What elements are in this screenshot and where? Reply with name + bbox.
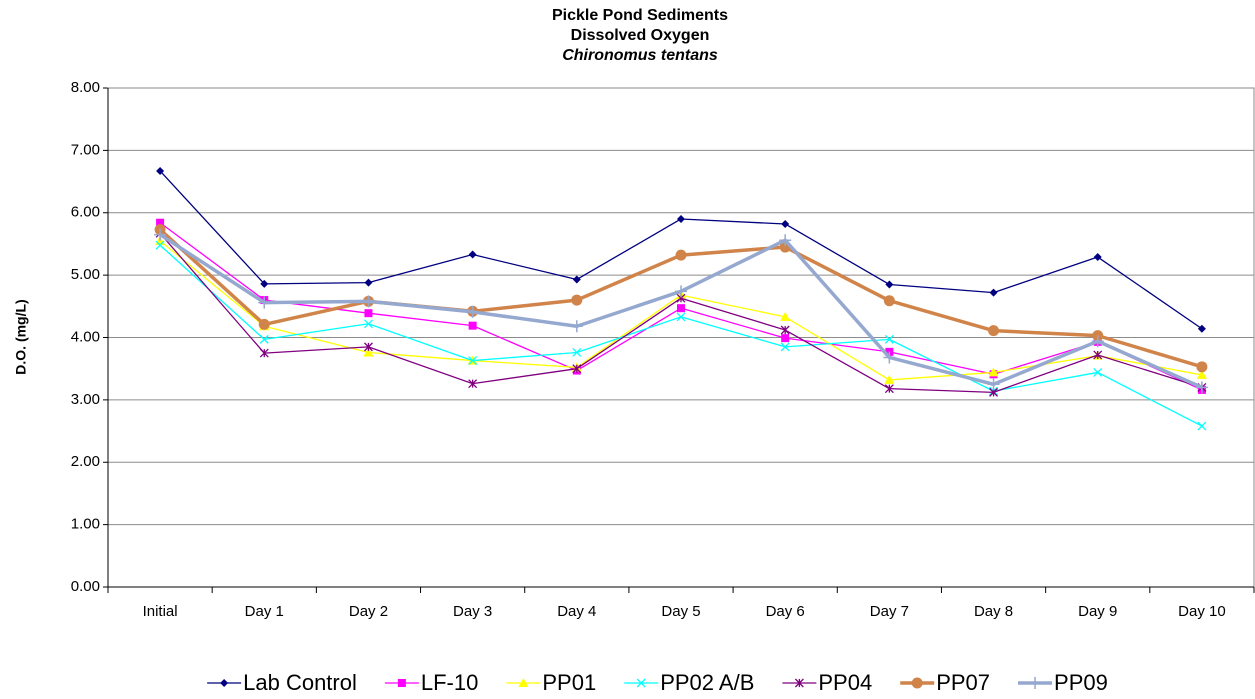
legend-label: Lab Control (243, 670, 357, 695)
chart-title: Pickle Pond Sediments (552, 7, 728, 24)
marker (258, 296, 271, 309)
marker (883, 295, 895, 307)
x-tick-label: Day 8 (974, 603, 1013, 620)
marker (468, 250, 477, 259)
x-tick-label: Day 4 (557, 603, 596, 620)
marker (572, 348, 582, 357)
marker (988, 367, 999, 377)
marker (1029, 677, 1042, 689)
x-tick-label: Day 3 (453, 603, 492, 620)
marker (156, 218, 165, 227)
y-tick-label: 6.00 (71, 204, 100, 221)
y-tick-label: 3.00 (71, 391, 100, 408)
marker (363, 342, 373, 352)
marker (155, 240, 165, 250)
marker (1196, 361, 1208, 373)
legend-label: LF-10 (421, 670, 478, 695)
marker (468, 321, 477, 330)
chart-subtitle: Chironomus tentans (562, 47, 718, 64)
x-tick-label: Day 5 (661, 603, 700, 620)
marker (1197, 324, 1206, 333)
marker (780, 325, 790, 335)
marker (885, 280, 894, 289)
marker (1093, 253, 1102, 262)
legend-label: PP02 A/B (660, 670, 754, 695)
y-tick-label: 5.00 (71, 266, 100, 283)
y-tick-label: 7.00 (71, 141, 100, 158)
marker (258, 318, 270, 330)
marker (1093, 350, 1103, 360)
marker (884, 374, 895, 384)
x-tick-label: Day 2 (349, 603, 388, 620)
marker (259, 334, 269, 344)
marker (362, 295, 375, 308)
marker (468, 356, 478, 366)
marker (794, 678, 804, 688)
marker (780, 311, 791, 321)
y-tick-label: 4.00 (71, 328, 100, 345)
marker (884, 334, 894, 344)
marker (259, 348, 269, 358)
x-tick-label: Initial (143, 603, 178, 620)
chart-title: Dissolved Oxygen (571, 27, 710, 44)
marker (780, 342, 790, 352)
x-tick-label: Day 6 (766, 603, 805, 620)
marker (781, 334, 790, 343)
marker (911, 677, 923, 689)
marker (572, 275, 581, 284)
marker (397, 679, 406, 687)
series-line (159, 244, 1203, 427)
marker (675, 249, 687, 261)
marker (156, 166, 165, 175)
marker (468, 379, 478, 389)
marker (677, 214, 685, 223)
marker (675, 285, 687, 298)
legend-label: PP07 (936, 670, 990, 695)
y-tick-label: 8.00 (71, 79, 100, 96)
marker (518, 678, 529, 687)
marker (989, 288, 998, 297)
legend-label: PP01 (542, 670, 596, 695)
marker (677, 304, 685, 313)
y-axis-label: D.O. (mg/L) (13, 299, 29, 374)
marker (260, 279, 269, 288)
marker (1093, 367, 1103, 377)
marker (988, 325, 1000, 337)
x-tick-label: Day 7 (870, 603, 909, 620)
marker (1196, 369, 1207, 379)
y-tick-label: 0.00 (71, 578, 100, 595)
y-tick-label: 1.00 (71, 516, 100, 533)
marker (884, 384, 894, 394)
marker (1197, 421, 1207, 431)
marker (363, 319, 373, 329)
marker (676, 312, 686, 322)
marker (781, 219, 790, 228)
x-tick-label: Day 9 (1078, 603, 1117, 620)
marker (571, 294, 583, 306)
marker (572, 364, 582, 374)
x-tick-label: Day 1 (245, 603, 284, 620)
marker (1195, 381, 1208, 394)
marker (570, 320, 583, 333)
marker (466, 305, 479, 318)
marker (636, 678, 646, 688)
marker (220, 679, 229, 687)
marker (987, 378, 1000, 391)
marker (364, 278, 373, 287)
y-tick-label: 2.00 (71, 453, 100, 470)
marker (154, 228, 167, 241)
x-tick-label: Day 10 (1178, 603, 1226, 620)
marker (364, 309, 373, 318)
legend: Lab Control LF-10 PP01 PP02 A/B PP04 PP07 PP09 (207, 670, 1108, 695)
legend-label: PP09 (1054, 670, 1108, 695)
legend-label: PP04 (818, 670, 872, 695)
marker (779, 234, 792, 247)
marker (1091, 335, 1104, 348)
marker (363, 347, 374, 357)
marker (883, 351, 896, 364)
